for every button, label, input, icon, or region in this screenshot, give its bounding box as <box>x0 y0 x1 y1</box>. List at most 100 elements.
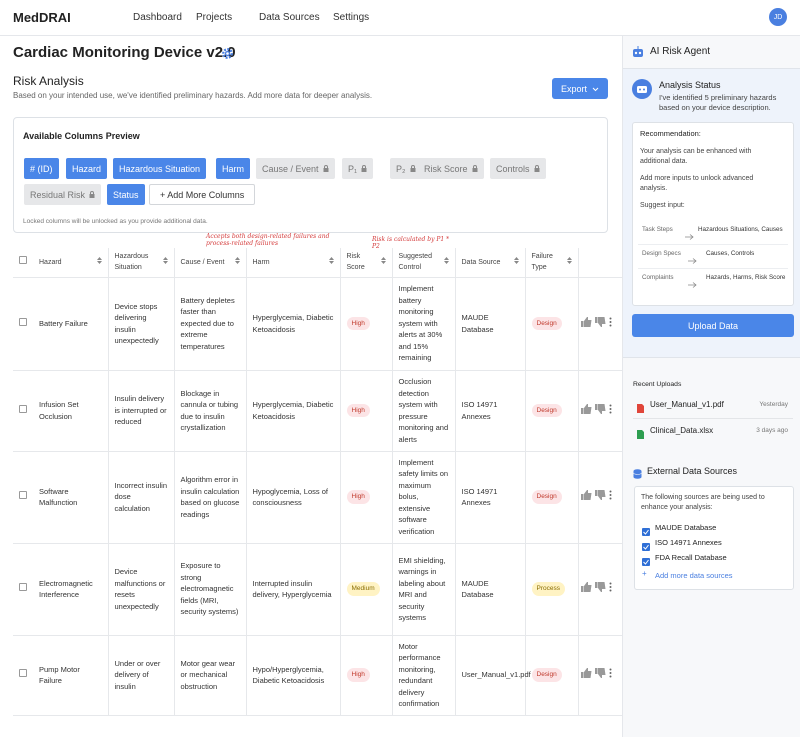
risk-badge: High <box>346 403 370 418</box>
column-header[interactable]: Risk Score <box>340 248 393 278</box>
more-menu[interactable] <box>609 490 612 502</box>
checkbox[interactable] <box>19 317 27 326</box>
cell-text: Electromagnetic Interference <box>39 578 93 600</box>
column-header[interactable]: Suggested Control <box>392 248 456 278</box>
export-label: Export <box>560 83 587 94</box>
cell-text: MAUDE Database <box>461 313 494 334</box>
column-chip[interactable]: Status <box>107 184 145 205</box>
file-icon <box>637 426 644 444</box>
db-icon <box>633 466 642 484</box>
cell-text: Exposure to strong electromagnetic field… <box>180 561 239 617</box>
add-sources[interactable]: Add more data sources <box>655 571 733 580</box>
column-chip[interactable]: Risk Score <box>418 158 484 179</box>
cell-text: Blockage in cannula or tubing due to ins… <box>180 388 239 433</box>
checkbox[interactable] <box>19 669 27 678</box>
column-chip[interactable]: Hazard <box>66 158 108 179</box>
row-actions <box>578 543 622 636</box>
checkbox[interactable] <box>19 491 27 500</box>
column-header[interactable]: Data Source <box>455 248 526 278</box>
row-actions <box>578 277 622 371</box>
status-text: I've identified 5 preliminary hazards ba… <box>659 93 777 112</box>
column-header[interactable]: Harm <box>246 248 341 278</box>
map-input: Complaints <box>642 274 674 281</box>
cell-text: Pump Motor Failure <box>39 664 80 686</box>
header-wrap: Harm <box>253 256 334 269</box>
nav-link[interactable]: Data Sources <box>259 12 320 23</box>
nav-link[interactable]: Settings <box>333 12 370 23</box>
annotation: Accepts both design-related failures and… <box>206 233 330 247</box>
thumbs-down[interactable] <box>594 403 606 416</box>
cell-text: Hypo/Hyperglycemia, Diabetic Ketoacidosi… <box>252 664 325 686</box>
column-header[interactable]: Hazardous Situation <box>108 248 175 278</box>
file-time: 3 days ago <box>756 427 788 434</box>
sort-icon <box>160 256 168 269</box>
thumbs-down[interactable] <box>594 490 606 502</box>
column-header[interactable]: Cause / Event <box>174 248 247 278</box>
more-menu[interactable] <box>609 582 612 594</box>
thumbs-down[interactable] <box>594 582 606 594</box>
thumbs-down[interactable] <box>594 316 606 329</box>
column-header[interactable]: Hazard <box>33 248 109 278</box>
cell: Implement safety limits on maximum bolus… <box>392 451 456 544</box>
file-name[interactable]: User_Manual_v1.pdf <box>650 400 724 409</box>
thumbs-up[interactable] <box>580 490 592 502</box>
header-wrap: Cause / Event <box>181 256 240 269</box>
source-name[interactable]: MAUDE Database <box>655 523 717 532</box>
row-select <box>13 543 33 636</box>
column-chip[interactable]: Controls <box>490 158 546 179</box>
nav-link[interactable]: Projects <box>196 12 233 23</box>
columns-preview: Available Columns Preview # (ID) Hazard Haz… <box>13 117 608 233</box>
column-chip[interactable]: Residual Risk <box>24 184 102 205</box>
cell-text: Device stops delivering insulin unexpect… <box>114 301 159 346</box>
thumbs-up[interactable] <box>580 316 592 329</box>
thumbs-down[interactable] <box>594 668 606 680</box>
column-chip[interactable]: Cause / Event <box>256 158 335 179</box>
thumbs-up[interactable] <box>580 582 592 594</box>
external-box: The following sources are being used to … <box>634 486 794 590</box>
checkbox[interactable] <box>19 583 27 592</box>
checkbox[interactable] <box>19 404 27 413</box>
thumbs-up[interactable] <box>580 668 592 680</box>
chip-label: P₂ <box>396 163 406 174</box>
more-menu[interactable] <box>609 404 612 416</box>
source-name[interactable]: FDA Recall Database <box>655 553 727 562</box>
upload-button[interactable]: Upload Data <box>632 314 794 337</box>
cell-text: Software Malfunction <box>39 486 78 508</box>
avatar[interactable]: JD <box>769 8 787 26</box>
column-chip[interactable]: # (ID) <box>24 158 59 179</box>
column-chip[interactable]: Hazardous Situation <box>113 158 207 179</box>
more-menu[interactable] <box>609 317 612 329</box>
top-nav: MedDRAI Dashboard Projects Data Sources Sett… <box>0 0 800 36</box>
sort-icon <box>564 256 572 269</box>
column-chip[interactable]: P₂ <box>390 158 422 179</box>
cell-text: Battery depletes faster than expected du… <box>180 295 235 351</box>
column-header[interactable]: Failure Type <box>525 248 579 278</box>
cell-text: EMI shielding, warnings in labeling abou… <box>398 555 446 623</box>
page-title: Cardiac Monitoring Device v2.0 <box>13 44 236 61</box>
checkbox[interactable] <box>19 256 27 264</box>
sidebar-title: AI Risk Agent <box>650 46 711 57</box>
source-name[interactable]: ISO 14971 Annexes <box>655 538 722 547</box>
cell: Incorrect insulin dose calculation <box>108 451 175 544</box>
cell-text: Implement safety limits on maximum bolus… <box>398 457 449 536</box>
column-chip[interactable]: P₁ <box>342 158 374 179</box>
column-chip[interactable]: Harm <box>216 158 250 179</box>
chip-label: # (ID) <box>30 163 53 174</box>
map-input: Task Steps <box>642 226 673 233</box>
cell: Electromagnetic Interference <box>33 543 109 636</box>
cell-text: Interrupted insulin delivery, Hyperglyce… <box>252 578 332 600</box>
thumbs-up[interactable] <box>580 403 592 416</box>
file-name[interactable]: Clinical_Data.xlsx <box>650 426 714 435</box>
export-button[interactable]: Export <box>552 78 608 99</box>
cell-text: Algorithm error in insulin calculation b… <box>180 475 240 519</box>
more-menu[interactable] <box>609 668 612 680</box>
column-chip[interactable]: + Add More Columns <box>149 184 256 205</box>
divider <box>638 244 788 245</box>
cell: Exposure to strong electromagnetic field… <box>174 543 247 636</box>
rec-text: Your analysis can be enhanced with addit… <box>640 148 752 165</box>
cell: User_Manual_v1.pdf <box>455 635 531 716</box>
nav-link[interactable]: Dashboard <box>133 12 182 23</box>
table-row: Infusion Set Occlusion Insulin delivery i… <box>13 370 622 452</box>
preview-note: Locked columns will be unlocked as you p… <box>23 218 208 225</box>
